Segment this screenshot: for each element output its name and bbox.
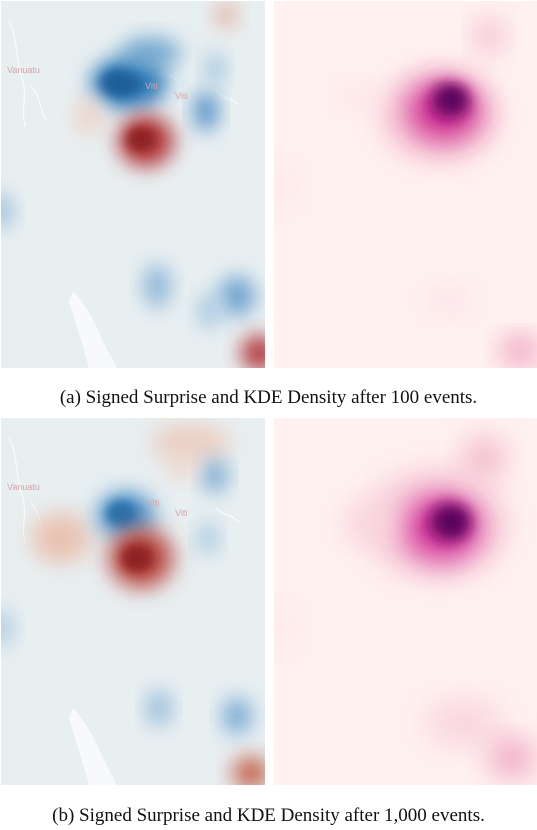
surprise-blobs bbox=[1, 1, 265, 368]
density-blobs bbox=[274, 18, 537, 365]
caption-a: (a) Signed Surprise and KDE Density afte… bbox=[59, 387, 478, 408]
place-label-viti: Viti bbox=[147, 498, 159, 508]
signed-surprise-map-a: Vanuatu Viti Viti bbox=[1, 1, 265, 368]
caption-b: (b) Signed Surprise and KDE Density afte… bbox=[52, 805, 485, 826]
kde-density-map-a bbox=[274, 1, 537, 368]
land-mass bbox=[69, 708, 117, 785]
place-label-vanuatu: Vanuatu bbox=[7, 65, 40, 75]
land-mass bbox=[69, 291, 117, 368]
place-label-vanuatu: Vanuatu bbox=[7, 482, 40, 492]
kde-density-map-b bbox=[274, 418, 537, 785]
place-label-viti-2: Viti bbox=[175, 91, 187, 101]
density-blobs bbox=[274, 438, 534, 776]
surprise-blobs bbox=[1, 423, 265, 785]
signed-surprise-map-b: Vanuatu Viti Viti bbox=[1, 418, 265, 785]
place-label-viti-2: Viti bbox=[175, 508, 187, 518]
place-label-viti: Viti bbox=[145, 81, 157, 91]
